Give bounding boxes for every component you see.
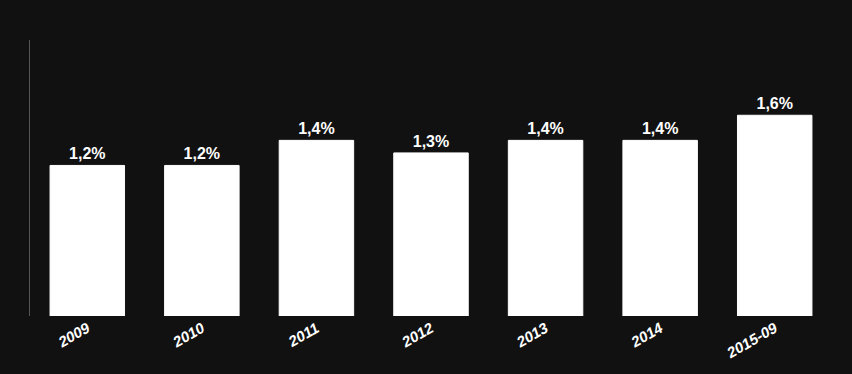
svg-text:1,3%: 1,3% [413,133,449,150]
svg-text:1,6%: 1,6% [756,95,792,112]
svg-text:2011: 2011 [284,319,321,350]
svg-text:1,2%: 1,2% [69,145,105,162]
svg-text:1,4%: 1,4% [527,120,563,137]
svg-text:2010: 2010 [169,319,208,351]
svg-text:2013: 2013 [513,319,552,351]
svg-text:1,2%: 1,2% [184,145,220,162]
svg-text:1,4%: 1,4% [642,120,678,137]
svg-text:2014: 2014 [627,319,666,351]
svg-text:2009: 2009 [54,319,93,351]
svg-text:1,4%: 1,4% [298,120,334,137]
svg-text:2012: 2012 [398,319,437,351]
svg-text:2015-09: 2015-09 [723,319,781,362]
